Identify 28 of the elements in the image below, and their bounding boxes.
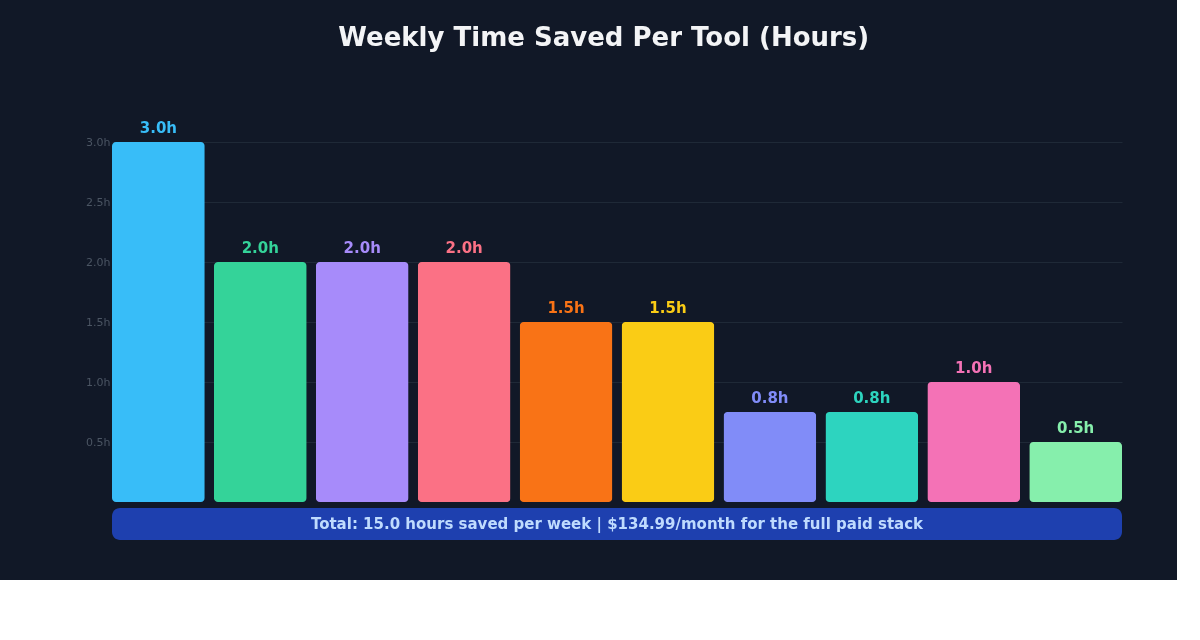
data-label: 3.0h: [139, 119, 178, 137]
data-label: 2.0h: [343, 239, 381, 257]
y-tick-label: 2.5h: [86, 195, 111, 209]
y-tick-label: 1.0h: [86, 375, 111, 389]
y-tick-label: 0.5h: [86, 435, 111, 449]
bar: [112, 142, 205, 502]
bar: [1029, 442, 1122, 502]
bar: [825, 412, 919, 502]
bar: [621, 322, 715, 502]
y-tick-label: 1.5h: [86, 315, 111, 329]
y-tick-label: 3.0h: [86, 135, 111, 149]
data-label: 0.5h: [1056, 419, 1095, 437]
data-label: 0.8h: [853, 389, 891, 407]
bar: [315, 262, 409, 502]
data-label: 2.0h: [241, 239, 279, 257]
data-label: 2.0h: [445, 239, 483, 257]
data-label: 0.8h: [751, 389, 789, 407]
bar: [213, 262, 307, 502]
data-label: 1.5h: [547, 299, 585, 317]
chart-title: Weekly Time Saved Per Tool (Hours): [338, 22, 870, 52]
data-label: 1.0h: [955, 359, 993, 377]
bar: [723, 412, 817, 502]
y-tick-label: 2.0h: [86, 255, 111, 269]
bar: [417, 262, 511, 502]
text: Total: 15.0 hours saved per week | $134.99/month for the full paid stack: [310, 515, 925, 534]
data-label: 1.5h: [649, 299, 687, 317]
bar: [927, 382, 1021, 502]
bar: [519, 322, 613, 502]
